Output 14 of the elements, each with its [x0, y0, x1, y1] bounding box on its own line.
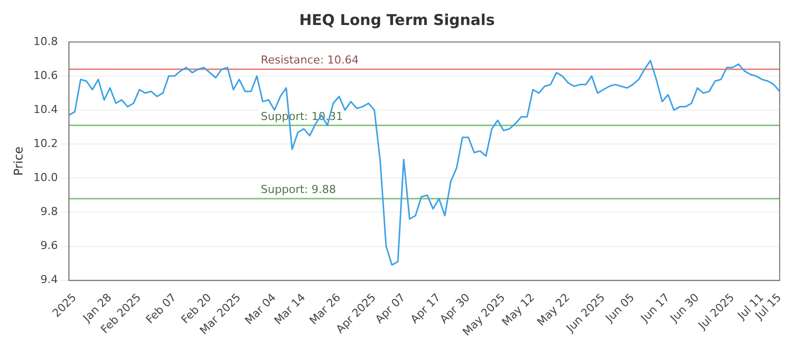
y-tick-label: 9.6 [40, 239, 58, 252]
y-tick-label: 10.4 [33, 102, 58, 116]
y-tick-label: 9.8 [40, 205, 58, 218]
y-tick-label: 10.2 [33, 136, 58, 150]
y-tick-label: 9.4 [40, 273, 58, 286]
y-axis-title: Price [11, 146, 26, 176]
y-tick-label: 10.0 [33, 171, 58, 184]
chart-title: HEQ Long Term Signals [299, 10, 495, 29]
ref-line-label: Support: 9.88 [260, 182, 336, 196]
x-tick-label: Feb 07 [143, 290, 179, 326]
y-tick-label: 10.8 [33, 34, 58, 48]
ref-line-label: Resistance: 10.64 [260, 54, 359, 67]
x-tick-label: Jun 05 [602, 290, 637, 326]
y-tick-label: 10.6 [33, 68, 58, 82]
